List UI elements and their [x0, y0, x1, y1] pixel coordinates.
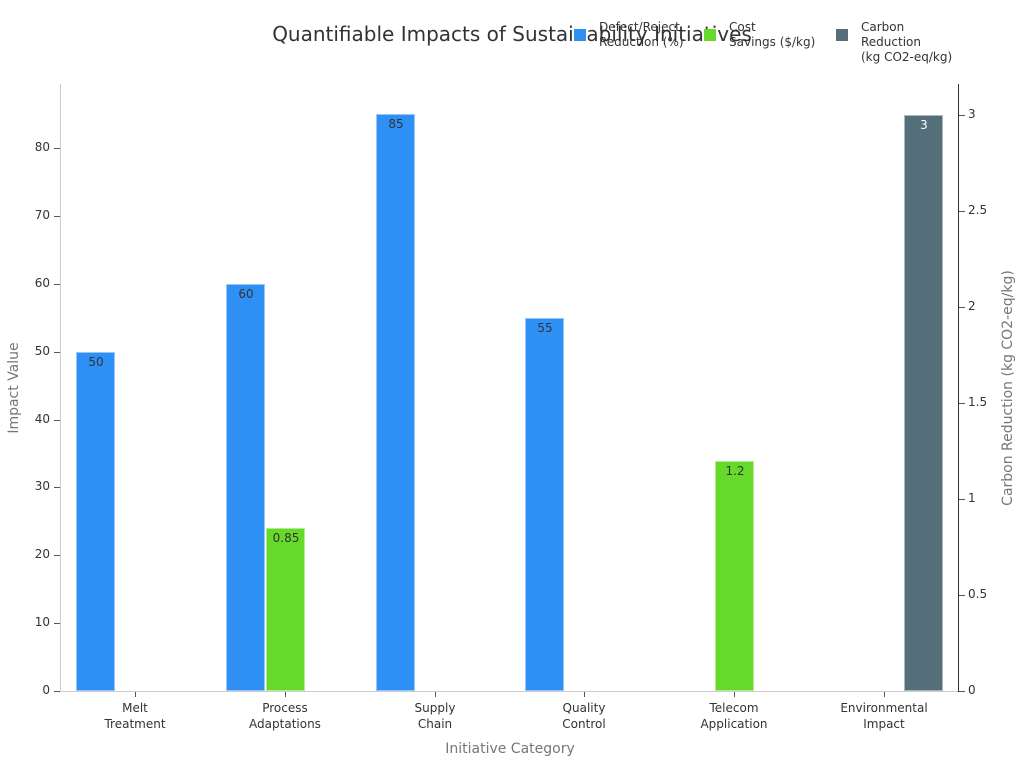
y-axis-title: Impact Value [6, 342, 22, 434]
legend-item-label: Carbon Reduction (kg CO2-eq/kg) [861, 20, 952, 65]
y-tick-label: 80 [34, 140, 50, 154]
x-axis [60, 691, 958, 692]
x-tick-label-line: Adaptations [249, 717, 321, 731]
x-tick-label: Melt Treatment [75, 700, 195, 732]
bar [226, 283, 265, 691]
legend-label-line: Carbon [861, 20, 905, 34]
y-axis-left [60, 84, 61, 692]
x-tick-label-line: Supply [414, 701, 456, 715]
x-tick-label: Telecom Application [674, 700, 794, 732]
y-tick-label: 20 [34, 547, 50, 562]
x-tick-label: Supply Chain [375, 700, 495, 732]
x-tick-label-line: Chain [417, 717, 453, 731]
y-tick-mark [54, 351, 60, 353]
legend-swatch [704, 29, 716, 41]
y2-tick-label: 2 [968, 299, 976, 313]
y-tick-mark [54, 691, 60, 692]
bar-value-label: 1.2 [725, 463, 745, 478]
legend-label-line: Reduction [861, 35, 921, 49]
y-tick-mark [54, 623, 60, 625]
x-tick-label-line: Environmental [840, 701, 928, 715]
y-tick-mark [54, 148, 60, 149]
legend-label-line: Cost [729, 20, 756, 34]
y-tick-label: 70 [34, 207, 50, 222]
bar [904, 115, 943, 691]
x-tick-label-line: Quality [562, 701, 606, 715]
y-tick-label: 30 [34, 479, 50, 494]
y2-tick-mark [959, 403, 965, 404]
y-tick-mark [54, 419, 60, 421]
y-tick-label: 10 [34, 615, 50, 630]
y2-tick-mark [959, 307, 965, 308]
y2-tick-mark [959, 691, 965, 692]
y2-tick-mark [959, 499, 965, 500]
legend-item-label: Cost Savings ($/kg) [729, 20, 815, 50]
legend-label-line: Reduction (%) [599, 35, 684, 49]
x-tick-mark [135, 692, 136, 697]
y-tick-label: 40 [34, 411, 50, 426]
y2-tick-label: 0 [968, 683, 976, 697]
x-tick-mark [584, 692, 585, 697]
y-axis-right [958, 84, 959, 692]
legend-item-label: Defect/Reject Reduction (%) [599, 20, 684, 50]
bar-value-label: 50 [88, 354, 104, 369]
bar [266, 527, 305, 691]
legend-label-line: Savings ($/kg) [729, 35, 816, 49]
bar [525, 317, 564, 691]
bar [715, 460, 754, 691]
x-tick-label-line: Process [262, 701, 308, 715]
y2-axis-title: Carbon Reduction (kg CO2-eq/kg) [1000, 270, 1016, 506]
y2-tick-label: 3 [968, 107, 976, 121]
bar-value-label: 3 [920, 118, 928, 132]
x-tick-label: Process Adaptations [225, 700, 345, 732]
y-tick-mark [54, 555, 60, 557]
y2-tick-label: 0.5 [968, 587, 988, 601]
x-tick-label-line: Impact [863, 717, 905, 731]
y2-tick-mark [959, 595, 965, 596]
y-tick-label: 60 [34, 275, 50, 290]
x-tick-label: Environmental Impact [824, 700, 944, 732]
y-tick-label: 50 [34, 343, 50, 358]
x-tick-mark [734, 692, 735, 697]
y-tick-mark [54, 487, 60, 489]
bar-value-label: 0.85 [272, 530, 300, 545]
legend-label-line: (kg CO2-eq/kg) [861, 50, 953, 64]
x-tick-label-line: Treatment [104, 717, 166, 731]
x-tick-label-line: Telecom [709, 701, 759, 715]
y2-tick-label: 1 [968, 491, 976, 505]
bar-value-label: 85 [388, 117, 404, 132]
bar [376, 114, 415, 691]
legend-swatch [836, 29, 848, 41]
bar-value-label: 60 [238, 286, 254, 301]
y-tick-mark [54, 283, 60, 285]
x-tick-label: Quality Control [524, 700, 644, 732]
bar-value-label: 55 [537, 320, 553, 335]
legend-swatch [574, 29, 586, 41]
y2-tick-mark [959, 211, 965, 212]
y2-tick-label: 2.5 [968, 203, 988, 217]
x-tick-mark [884, 692, 885, 697]
y2-tick-label: 1.5 [968, 395, 988, 409]
y-tick-mark [54, 215, 60, 217]
x-tick-label-line: Control [562, 717, 606, 731]
y-tick-label: 0 [42, 683, 50, 697]
x-tick-label-line: Melt [122, 701, 148, 715]
x-tick-mark [285, 692, 286, 697]
x-tick-mark [435, 692, 436, 697]
chart-title: Quantifiable Impacts of Sustainability I… [272, 22, 752, 46]
legend-label-line: Defect/Reject [599, 20, 680, 34]
x-tick-label-line: Application [700, 717, 768, 731]
y2-tick-mark [959, 115, 965, 116]
bar [76, 351, 115, 691]
x-axis-title: Initiative Category [445, 741, 575, 757]
